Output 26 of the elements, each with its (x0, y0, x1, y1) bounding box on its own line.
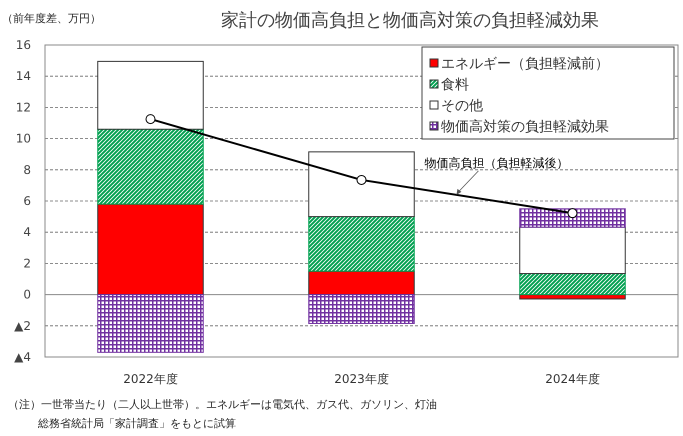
text: （注）一世帯当たり（二人以上世帯）。エネルギーは電気代、ガス代、ガソリン、灯油 (8, 398, 437, 411)
legend-label: 食料 (441, 77, 469, 93)
legend-label: 物価高対策の負担軽減効果 (441, 119, 609, 135)
y-tick-label: 12 (16, 100, 31, 114)
y-tick-label: 4 (23, 225, 31, 240)
chart-title: 家計の物価高負担と物価高対策の負担軽減効果 (221, 10, 599, 31)
y-tick-label: 8 (23, 162, 31, 177)
y-axis-title: （前年度差、万円） (2, 12, 101, 25)
y-tick-label: ▲4 (14, 350, 31, 364)
x-tick-label: 2024年度 (545, 372, 600, 386)
y-tick-label: 0 (23, 288, 31, 302)
y-tick-label: 16 (16, 38, 31, 52)
y-tick-label: ▲2 (14, 318, 31, 333)
y-tick-label: 14 (16, 69, 31, 84)
x-tick-label: 2022年度 (123, 372, 178, 386)
point (356, 174, 366, 185)
legend-label: その他 (441, 98, 483, 114)
point (568, 208, 578, 218)
x-tick-label: 2023年度 (334, 372, 389, 386)
y-tick-label: 10 (16, 132, 31, 146)
text: 総務省統計局「家計調査」をもとに試算 (37, 417, 236, 430)
y-tick-label: 2 (23, 256, 31, 270)
point (146, 114, 156, 124)
legend-label: エネルギー（負担軽減前） (441, 56, 609, 72)
y-tick-label: 6 (23, 194, 31, 208)
series-label: 物価高負担（負担軽減後） (424, 156, 568, 170)
